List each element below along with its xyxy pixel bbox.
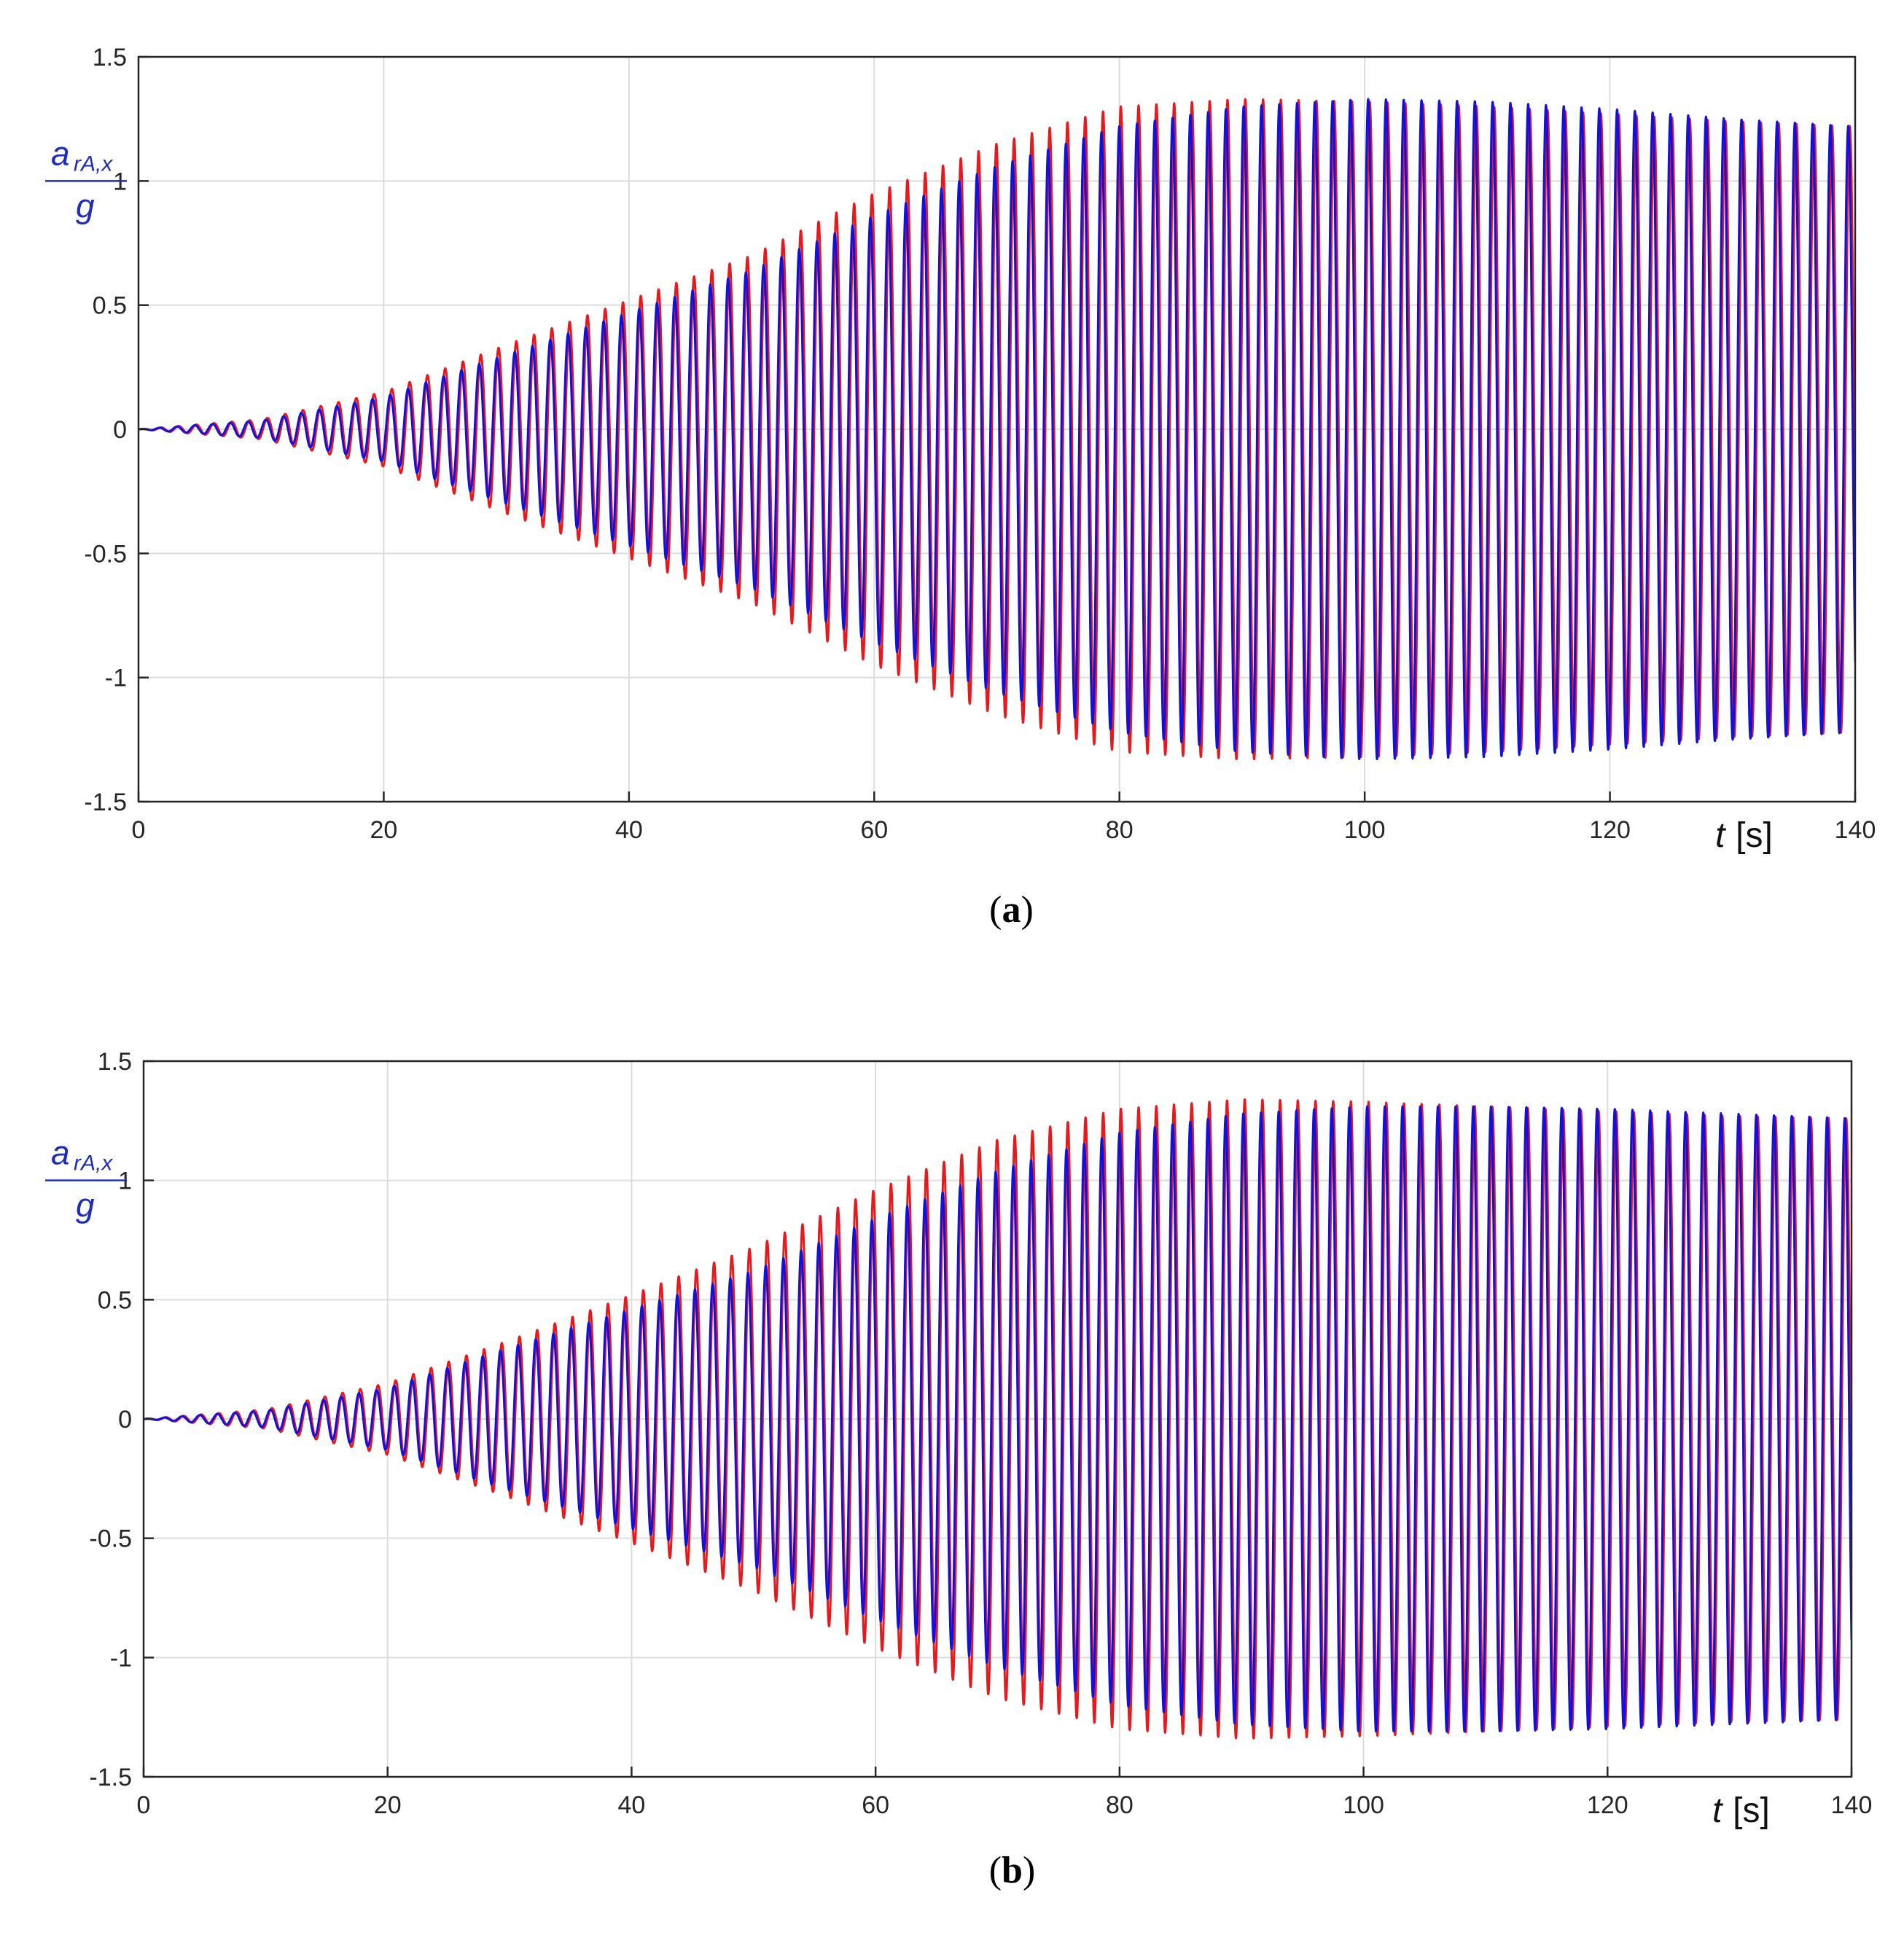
chart-a-ylabel-numerator: a: [51, 134, 70, 172]
chart-a-xtick-label-40: 40: [615, 816, 643, 844]
chart-a-caption: (a): [989, 889, 1034, 931]
chart-b-xtick-label-120: 120: [1587, 1791, 1628, 1819]
chart-a-series-red: [138, 98, 1855, 761]
chart-a-ylabel-denominator: g: [76, 187, 95, 224]
chart-panel-a: 0 20 40 60 80 100 120 140 1.5 1 0.5 0 -0.5 -1 -1.5 a rA,…: [0, 0, 1904, 975]
chart-a-xtick-label-140: 140: [1835, 816, 1876, 844]
chart-b-ytick-label-1.5: 1.5: [98, 1048, 132, 1076]
chart-b-series-blue: [144, 1105, 1852, 1733]
chart-a-series-group: [138, 98, 1855, 761]
chart-b-xlabel-unit: [s]: [1733, 1791, 1770, 1830]
chart-a-xlabel-var: t: [1715, 816, 1726, 855]
chart-a-ylabel: a rA,x g: [45, 134, 127, 224]
chart-a-ylabel-subscript: rA,x: [74, 152, 113, 176]
chart-a-xtick-label-20: 20: [370, 816, 398, 844]
chart-b-ytick-label--0.5: -0.5: [89, 1525, 132, 1553]
chart-a-xtick-label-80: 80: [1106, 816, 1134, 844]
chart-b-ytick-label-0: 0: [118, 1406, 132, 1434]
chart-a-xtick-label-120: 120: [1589, 816, 1631, 844]
chart-b-ytick-label--1: -1: [110, 1644, 132, 1672]
chart-b-xtick-label-60: 60: [862, 1791, 889, 1819]
chart-a-xtick-label-0: 0: [132, 816, 146, 844]
chart-b-ylabel: a rA,x g: [45, 1134, 127, 1224]
chart-a-ytick-label--1: -1: [105, 665, 127, 692]
chart-b-ylabel-numerator: a: [51, 1134, 70, 1172]
chart-b-xtick-label-80: 80: [1106, 1791, 1134, 1819]
chart-b-ytick-label-0.5: 0.5: [98, 1286, 132, 1314]
chart-a-ytick-label--1.5: -1.5: [84, 789, 127, 816]
chart-a-ytick-label--0.5: -0.5: [84, 540, 127, 568]
chart-panel-b: 0 20 40 60 80 100 120 140 1.5 1 0.5 0 -0.5 -1 -1.5 a rA,…: [0, 975, 1904, 1950]
chart-b-series-group: [144, 1098, 1852, 1740]
chart-b-ylabel-denominator: g: [76, 1186, 95, 1224]
chart-a-series-blue: [138, 98, 1855, 761]
chart-b-ylabel-subscript: rA,x: [74, 1152, 113, 1176]
chart-b-xtick-label-100: 100: [1343, 1791, 1384, 1819]
chart-b-xtick-label-40: 40: [618, 1791, 646, 1819]
chart-a-xlabel-unit: [s]: [1736, 816, 1773, 855]
chart-a-xtick-label-100: 100: [1344, 816, 1386, 844]
chart-b-ytick-label--1.5: -1.5: [89, 1764, 132, 1791]
chart-a-ytick-label-0.5: 0.5: [93, 292, 127, 320]
chart-b-xlabel-var: t: [1712, 1791, 1723, 1830]
chart-a-xtick-label-60: 60: [860, 816, 888, 844]
chart-b-caption: (b): [989, 1850, 1036, 1891]
chart-a-ytick-label-0: 0: [113, 416, 127, 444]
chart-b-xtick-label-20: 20: [374, 1791, 402, 1819]
chart-a-ytick-label-1.5: 1.5: [93, 44, 127, 71]
chart-b-series-red: [144, 1098, 1852, 1740]
chart-b-xtick-label-140: 140: [1831, 1791, 1873, 1819]
chart-b-xtick-label-0: 0: [137, 1791, 151, 1819]
